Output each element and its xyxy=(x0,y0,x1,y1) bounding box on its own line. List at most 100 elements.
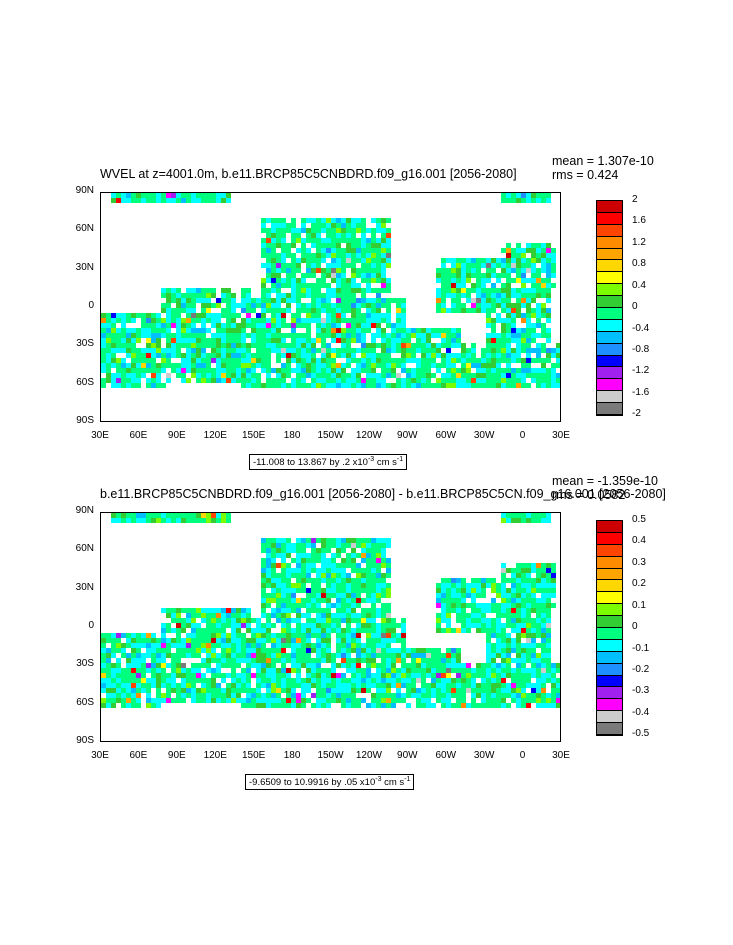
field-cell xyxy=(261,333,266,338)
field-cell xyxy=(331,593,336,598)
field-cell xyxy=(281,348,286,353)
field-cell xyxy=(301,238,306,243)
lon-tick-label: 60E xyxy=(129,750,148,761)
field-cell xyxy=(221,298,226,303)
field-cell xyxy=(206,363,211,368)
field-cell xyxy=(266,613,271,618)
field-cell xyxy=(381,273,386,278)
field-cell xyxy=(496,333,501,338)
field-cell xyxy=(421,363,426,368)
field-cell xyxy=(456,373,461,378)
field-cell xyxy=(191,623,196,628)
field-cell xyxy=(281,333,286,338)
field-cell xyxy=(521,658,526,663)
field-cell xyxy=(216,368,221,373)
field-cell xyxy=(321,318,326,323)
field-cell xyxy=(441,363,446,368)
field-cell xyxy=(321,568,326,573)
field-cell xyxy=(351,548,356,553)
field-cell xyxy=(471,613,476,618)
field-cell xyxy=(361,558,366,563)
field-cell xyxy=(246,628,251,633)
field-cell xyxy=(431,653,436,658)
field-cell xyxy=(206,633,211,638)
field-cell xyxy=(376,623,381,628)
field-cell xyxy=(201,303,206,308)
field-cell xyxy=(201,198,206,203)
field-cell xyxy=(116,663,121,668)
field-cell xyxy=(551,683,556,688)
field-cell xyxy=(436,378,441,383)
field-cell xyxy=(386,333,391,338)
field-cell xyxy=(261,703,266,708)
field-cell xyxy=(191,648,196,653)
field-cell xyxy=(421,648,426,653)
field-cell xyxy=(461,628,466,633)
field-cell xyxy=(286,268,291,273)
field-cell xyxy=(146,643,151,648)
field-cell xyxy=(546,578,551,583)
field-cell xyxy=(311,288,316,293)
field-cell xyxy=(476,363,481,368)
field-cell xyxy=(136,668,141,673)
field-cell xyxy=(506,263,511,268)
field-cell xyxy=(531,598,536,603)
field-cell xyxy=(481,703,486,708)
field-cell xyxy=(391,703,396,708)
field-cell xyxy=(316,643,321,648)
field-cell xyxy=(306,543,311,548)
field-cell xyxy=(306,623,311,628)
field-cell xyxy=(376,543,381,548)
field-cell xyxy=(546,378,551,383)
field-cell xyxy=(301,248,306,253)
field-cell xyxy=(166,373,171,378)
field-cell xyxy=(421,673,426,678)
field-cell xyxy=(376,363,381,368)
field-cell xyxy=(396,683,401,688)
field-cell xyxy=(101,633,106,638)
field-cell xyxy=(526,568,531,573)
field-cell xyxy=(461,368,466,373)
field-cell xyxy=(241,378,246,383)
field-cell xyxy=(111,358,116,363)
field-cell xyxy=(166,318,171,323)
field-cell xyxy=(421,688,426,693)
field-cell xyxy=(231,653,236,658)
field-cell xyxy=(271,653,276,658)
field-cell xyxy=(481,378,486,383)
field-cell xyxy=(401,668,406,673)
field-cell xyxy=(111,328,116,333)
field-cell xyxy=(531,623,536,628)
field-cell xyxy=(311,603,316,608)
field-cell xyxy=(281,558,286,563)
field-cell xyxy=(171,368,176,373)
field-cell xyxy=(516,648,521,653)
field-cell xyxy=(336,313,341,318)
field-cell xyxy=(546,593,551,598)
field-cell xyxy=(501,268,506,273)
field-cell xyxy=(236,613,241,618)
field-cell xyxy=(261,568,266,573)
field-cell xyxy=(186,678,191,683)
field-cell xyxy=(226,663,231,668)
field-cell xyxy=(526,318,531,323)
field-cell xyxy=(431,373,436,378)
field-cell xyxy=(506,288,511,293)
field-cell xyxy=(296,663,301,668)
field-cell xyxy=(436,328,441,333)
field-cell xyxy=(191,638,196,643)
field-cell xyxy=(331,688,336,693)
field-cell xyxy=(511,268,516,273)
field-cell xyxy=(161,318,166,323)
field-cell xyxy=(511,193,516,198)
field-cell xyxy=(341,558,346,563)
field-cell xyxy=(211,288,216,293)
field-cell xyxy=(231,613,236,618)
field-cell xyxy=(141,633,146,638)
field-cell xyxy=(381,343,386,348)
colorbar-label: 0 xyxy=(632,621,638,633)
field-cell xyxy=(271,278,276,283)
field-cell xyxy=(401,318,406,323)
field-cell xyxy=(526,278,531,283)
lon-tick-label: 150W xyxy=(317,750,344,761)
